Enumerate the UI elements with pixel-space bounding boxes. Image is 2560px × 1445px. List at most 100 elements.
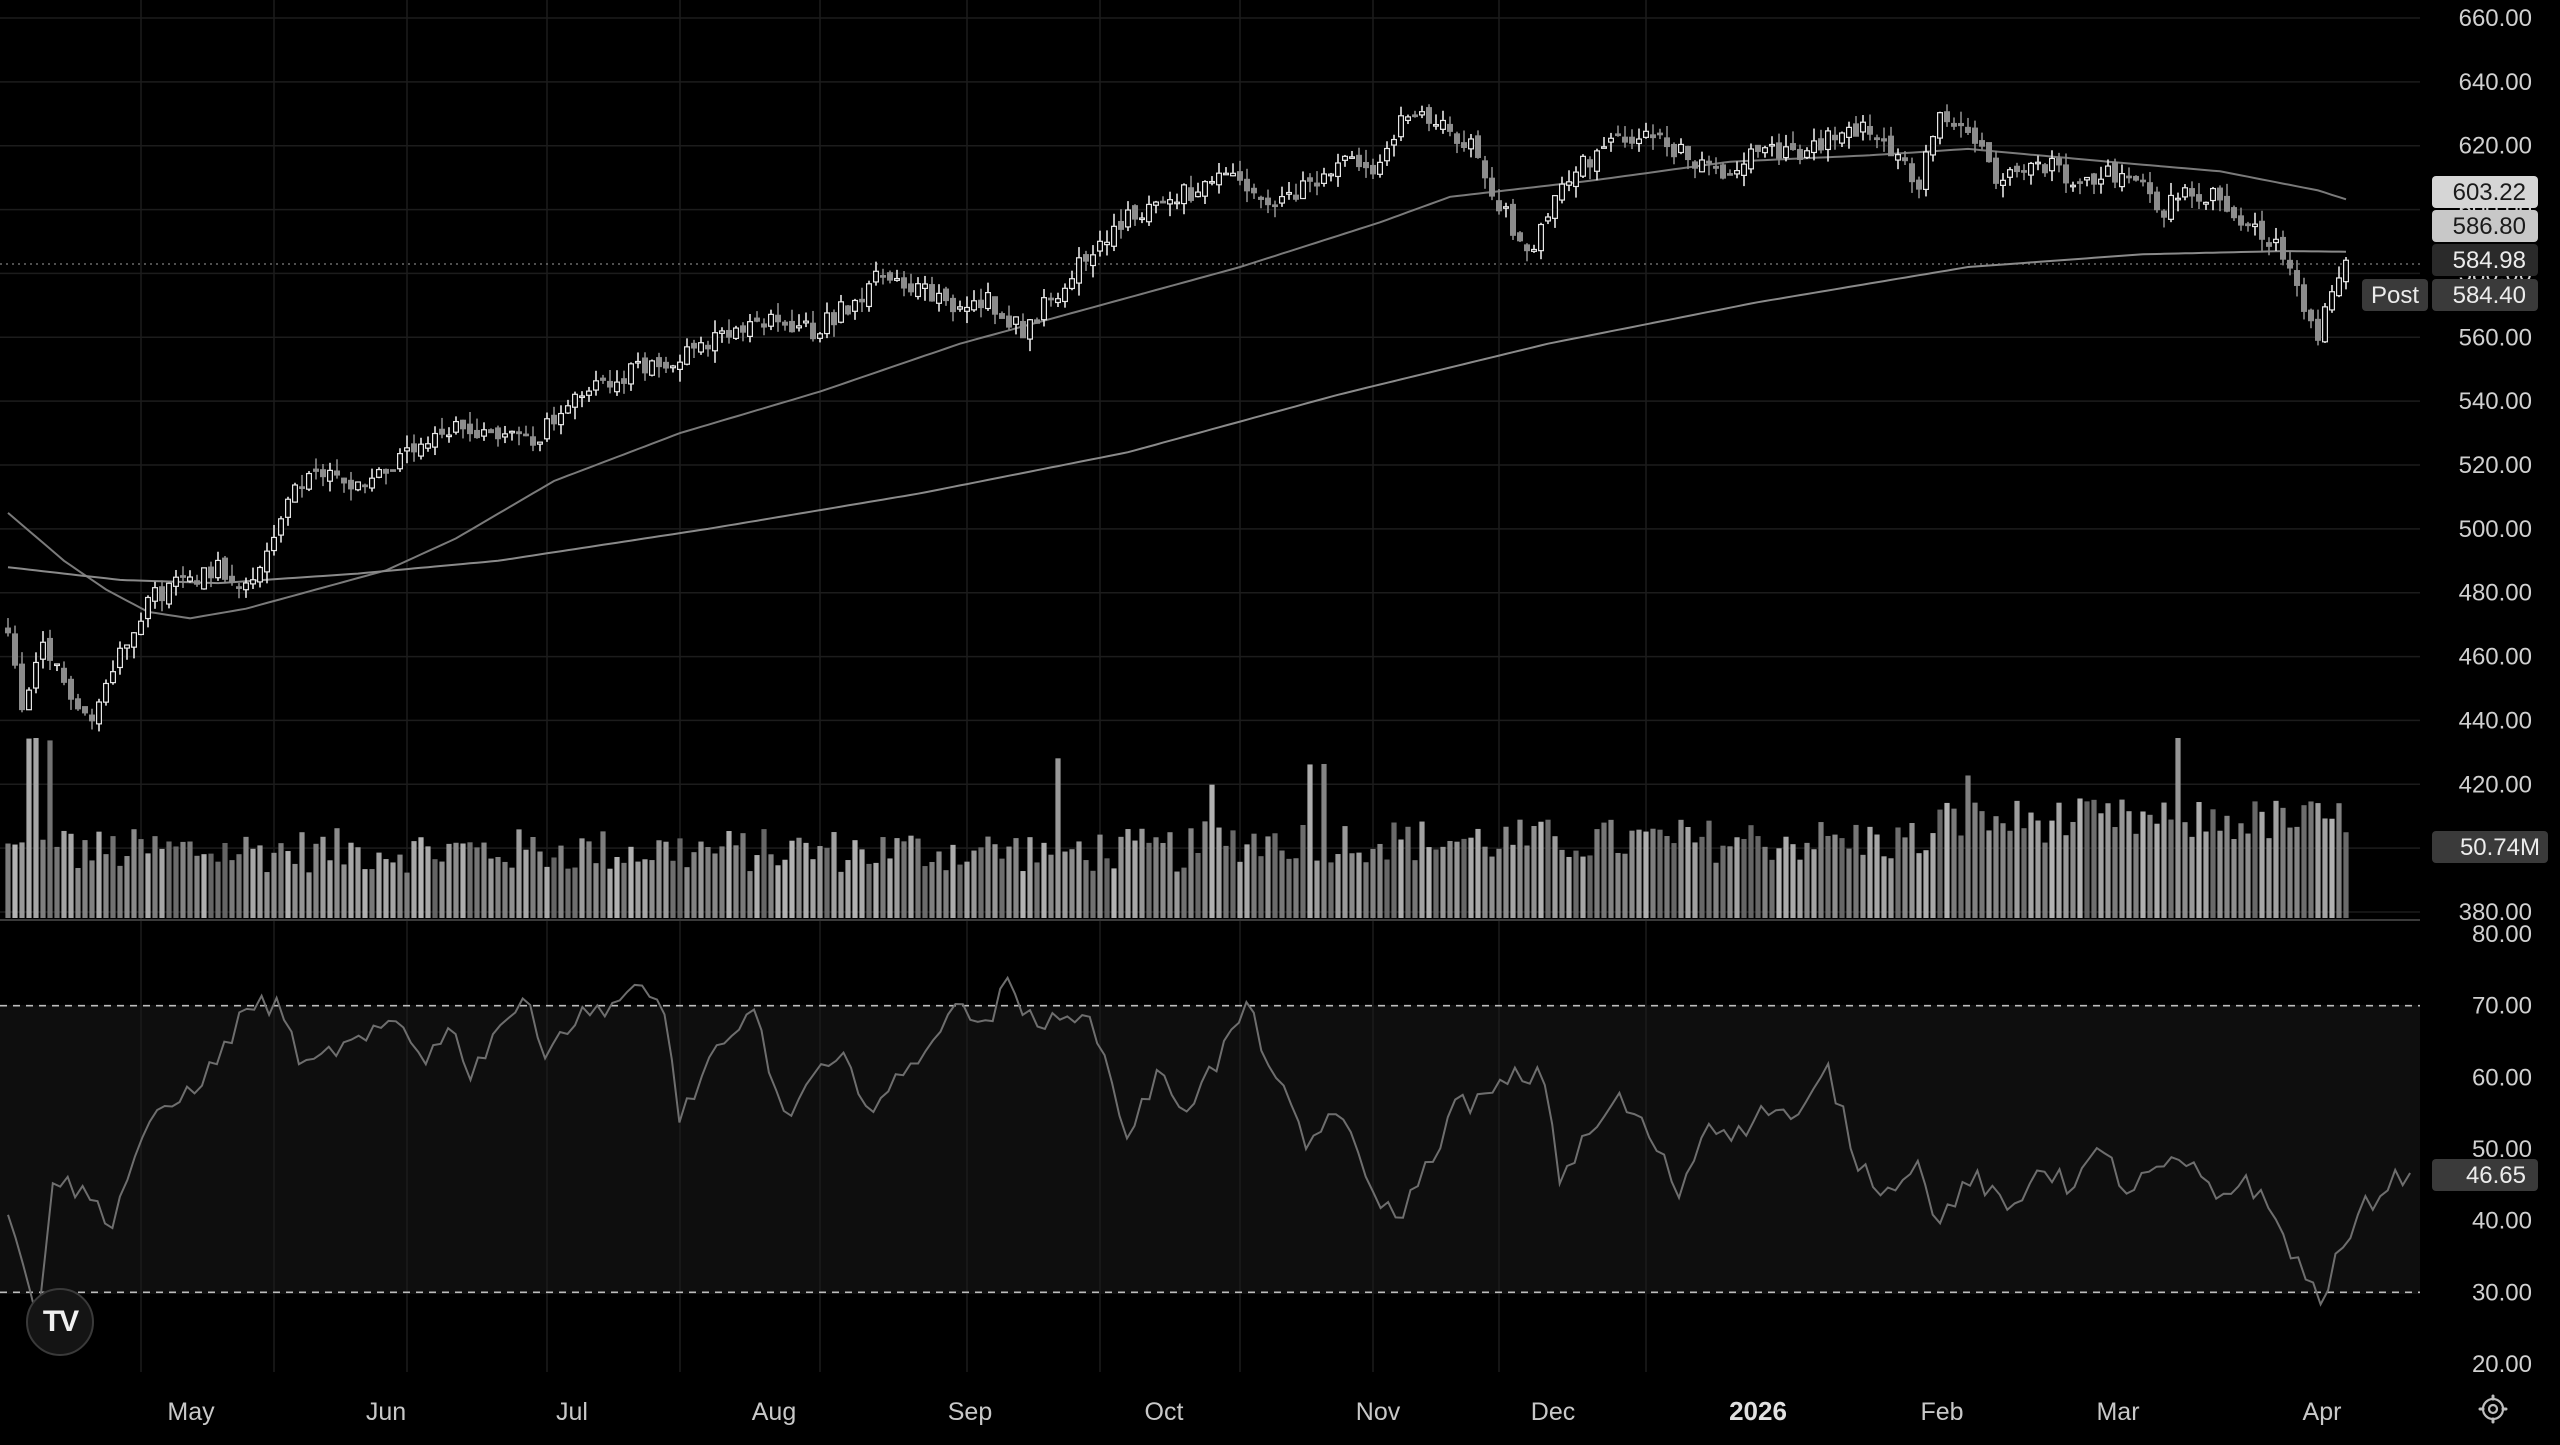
volume-bars (5, 738, 2349, 918)
candle-body (543, 418, 550, 440)
candle (1173, 193, 1180, 210)
candle-body (19, 663, 26, 711)
tradingview-logo-icon[interactable]: TV (26, 1288, 94, 1356)
candle-body (1747, 148, 1754, 170)
candle-body (718, 330, 725, 334)
candle (1418, 105, 1425, 119)
candle (522, 425, 529, 437)
settings-gear-icon[interactable] (2478, 1394, 2508, 1424)
volume-bar (1090, 870, 1096, 918)
candle (1754, 144, 1761, 158)
candle (67, 675, 74, 710)
candle (1152, 200, 1159, 214)
candle (222, 555, 229, 584)
candle-body (102, 682, 109, 703)
volume-bar (1244, 844, 1250, 918)
volume-bar (2336, 803, 2342, 918)
candle-body (739, 325, 746, 333)
candle (2224, 183, 2231, 213)
candle (2294, 260, 2301, 297)
candle (1096, 230, 1103, 257)
candle-body (1740, 163, 1747, 176)
candle-body (2231, 207, 2238, 219)
volume-bar (894, 838, 900, 918)
candle (2091, 172, 2098, 195)
candle-body (1999, 179, 2006, 186)
volume-bar (187, 841, 193, 918)
volume-bar (1391, 822, 1397, 918)
volume-bar (600, 831, 606, 918)
candle (1943, 104, 1950, 127)
candle-body (306, 472, 313, 490)
candle (1649, 124, 1656, 150)
candle-body (2315, 318, 2322, 341)
candle (1705, 155, 1712, 176)
volume-bar (1342, 826, 1348, 918)
candle-body (620, 378, 627, 384)
volume-badge: 50.74M (2432, 831, 2548, 863)
candle-body (1796, 148, 1803, 160)
candle-body (1383, 147, 1390, 162)
volume-bar (2091, 799, 2097, 918)
volume-bar (607, 868, 613, 918)
volume-bar (1636, 829, 1642, 918)
volume-bar (495, 857, 501, 918)
candle (1565, 170, 1572, 192)
candle (1544, 212, 1551, 225)
candlesticks[interactable] (4, 104, 2350, 732)
candle (1089, 245, 1096, 278)
volume-bar (1720, 845, 1726, 918)
candle-body (53, 663, 60, 667)
volume-bar (453, 842, 459, 918)
candle (1628, 129, 1635, 150)
volume-bar (173, 846, 179, 918)
candle-body (1719, 164, 1726, 179)
candle-body (1411, 114, 1418, 118)
volume-bar (670, 860, 676, 918)
volume-bar (1804, 842, 1810, 918)
candle-body (949, 297, 956, 313)
volume-bar (950, 844, 956, 918)
candle-body (488, 429, 495, 434)
candle-body (1432, 124, 1439, 127)
candle-body (1096, 240, 1103, 252)
candle-body (1551, 195, 1558, 219)
candle-body (2266, 242, 2273, 247)
volume-bar (838, 871, 844, 918)
volume-bar (866, 863, 872, 918)
candle (4, 618, 12, 637)
candle-body (271, 536, 278, 552)
candle (138, 612, 145, 636)
candle-body (1362, 161, 1369, 169)
volume-bar (327, 860, 333, 918)
volume-bar (1482, 846, 1488, 918)
volume-bar (1048, 854, 1054, 918)
candle-body (963, 306, 970, 312)
candle-body (1852, 123, 1859, 137)
candle-body (2077, 181, 2084, 184)
volume-bar (768, 854, 774, 918)
volume-bar (1888, 858, 1894, 918)
time-tick-label: Apr (2303, 1398, 2342, 1426)
volume-bar (68, 833, 74, 918)
candle (2112, 158, 2119, 189)
candle (1992, 150, 1999, 190)
candle (467, 412, 474, 442)
candle-body (123, 644, 130, 649)
volume-bar (1062, 851, 1068, 918)
time-axis[interactable]: May Jun Jul Aug Sep Oct Nov Dec 2026 Feb Mar Apr (167, 1396, 2341, 1426)
candle (2119, 164, 2126, 192)
candle-body (166, 582, 173, 605)
rsi-axis[interactable]: 80.00 70.00 60.00 50.00 40.00 30.00 20.00 (2472, 921, 2532, 1378)
candle (774, 303, 781, 332)
candle (1481, 155, 1488, 189)
candle-body (2056, 158, 2063, 166)
volume-bar (2070, 821, 2076, 918)
candle-body (1509, 203, 1516, 236)
candle (313, 458, 320, 480)
volume-bar (1293, 858, 1299, 918)
candle-body (2245, 223, 2252, 227)
candle (446, 427, 453, 443)
